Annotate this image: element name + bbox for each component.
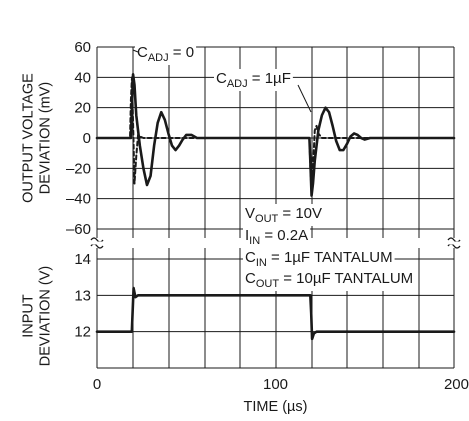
series-cadj-1uf-line [95,73,456,197]
condition-text-background [243,269,416,291]
y-tick-label-top: 40 [74,69,91,86]
axis-break-mark [90,243,104,249]
axis-break-mark [447,237,461,243]
y-tick-label-bottom: 13 [74,287,91,304]
x-tick-label: 100 [263,376,288,393]
condition-text-background [243,248,395,270]
series-layer [95,73,456,341]
y-tick-label-bottom: 14 [74,251,91,268]
condition-text: IIN = 0.2A [245,227,308,247]
leader-line-cadj-1uf [297,84,312,113]
y-tick-label-top: 20 [74,100,91,117]
axis-break-gap [90,241,104,245]
annotation-cadj-1uf: CADJ = 1µF [216,70,291,90]
annotation-cadj-0: CADJ = 0 [137,44,194,64]
condition-text-background [243,226,311,248]
condition-text: COUT = 10µF TANTALUM [245,270,413,290]
series-cadj-0-line [96,76,455,193]
y-axis-title-line: DEVIATION (mV) [38,82,54,195]
axis-break-gap [447,241,461,245]
annotation-cadj-0-background [135,43,197,65]
series-input-line [95,286,456,341]
condition-text-background [243,204,325,226]
y-axis-title-line: DEVIATION (V) [38,266,54,366]
y-tick-label-top: 0 [83,130,91,147]
axis-break-marks [90,237,461,249]
x-tick-label: 0 [93,376,101,393]
y-tick-label-top: –60 [66,221,91,238]
y-tick-label-top: –20 [66,160,91,177]
y-axis-title-line: OUTPUT VOLTAGE [21,73,37,203]
axis-break-mark [90,237,104,243]
x-tick-label: 200 [444,376,469,393]
y-tick-label-top: –40 [66,191,91,208]
y-axis-title-bottom: INPUT DEVIATION (V) [21,266,54,366]
condition-text: VOUT = 10V [245,205,322,225]
leader-line-cadj-0 [132,49,139,53]
annotation-cadj-1uf-background [214,69,293,91]
y-tick-label-bottom: 12 [74,324,91,341]
y-axis-title-top: OUTPUT VOLTAGE DEVIATION (mV) [21,73,54,203]
condition-text: CIN = 1µF TANTALUM [245,249,393,269]
axis-break-mark [447,243,461,249]
x-axis-title: TIME (µs) [244,399,308,415]
y-axis-title-line: INPUT [21,294,37,338]
y-tick-label-top: 60 [74,39,91,56]
